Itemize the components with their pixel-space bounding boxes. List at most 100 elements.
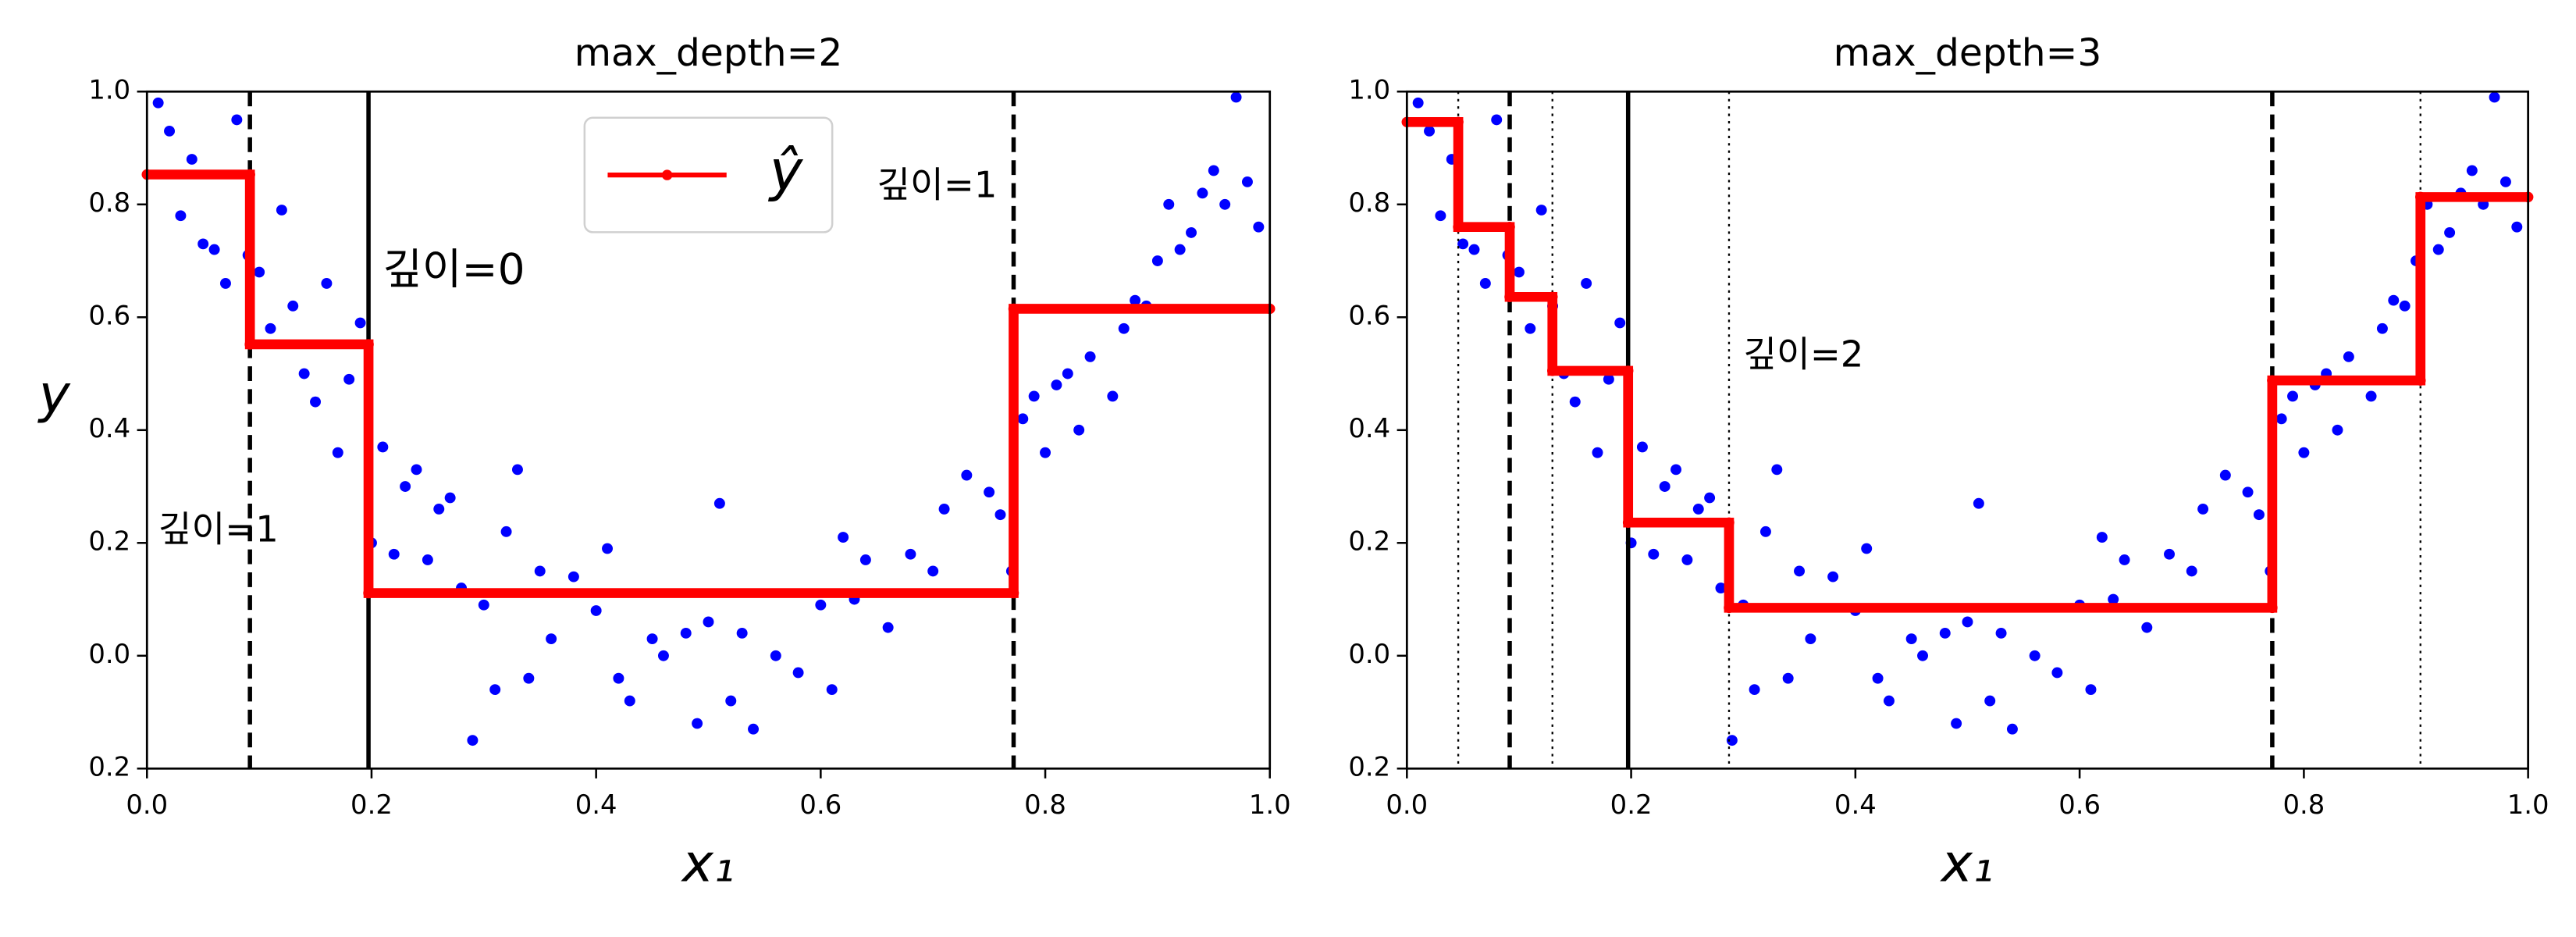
prediction-point [1008, 303, 1019, 315]
legend-label: ŷ [768, 139, 804, 204]
data-point [882, 622, 894, 633]
data-point [433, 504, 445, 515]
data-point [2119, 554, 2130, 565]
data-point [2388, 294, 2400, 306]
annotation: 깊이=0 [382, 244, 525, 294]
data-point [1861, 543, 1873, 554]
y-tick-label: 0.2 [1348, 526, 1390, 557]
data-point [1648, 548, 1660, 560]
legend-swatch-marker [661, 169, 673, 180]
data-point [1163, 198, 1175, 210]
data-point [2365, 390, 2377, 402]
data-point [2444, 226, 2456, 238]
data-point [377, 441, 389, 453]
prediction-point [1724, 517, 1735, 528]
prediction-point [1724, 602, 1735, 614]
data-point [186, 154, 197, 165]
prediction-line [1407, 117, 2528, 613]
data-point [994, 509, 1006, 521]
x-tick-label: 0.0 [1386, 789, 1428, 820]
data-point [770, 650, 781, 661]
prediction-point [244, 169, 255, 180]
data-point [164, 125, 176, 137]
data-point [2029, 650, 2041, 661]
data-point [1525, 322, 1536, 334]
data-point [2006, 723, 2018, 735]
data-point [1017, 413, 1029, 425]
data-point [511, 464, 523, 476]
data-point [1084, 351, 1096, 362]
data-point [1118, 322, 1130, 334]
data-point [2051, 667, 2063, 679]
data-point [984, 486, 995, 498]
data-point [1457, 238, 1469, 250]
data-point [1535, 205, 1547, 216]
prediction-point [1546, 291, 1558, 302]
chart-title: max_depth=2 [575, 31, 843, 75]
data-point [2287, 390, 2299, 402]
y-axis-label: y [37, 363, 71, 425]
y-tick-label: 0.0 [88, 639, 130, 669]
data-point [838, 532, 849, 543]
data-point [2343, 351, 2354, 362]
y-tick-label: 0.4 [88, 413, 130, 444]
data-point [1208, 165, 1219, 176]
prediction-point [2414, 375, 2426, 386]
y-tick-label: 0.0 [1348, 639, 1390, 669]
data-point [1984, 695, 1996, 707]
data-point [680, 627, 692, 639]
data-point [938, 504, 950, 515]
data-point [590, 605, 602, 616]
data-point [197, 238, 209, 250]
data-point [602, 543, 614, 554]
data-point [859, 554, 871, 565]
data-point [1491, 114, 1503, 126]
data-point [2141, 622, 2153, 633]
data-point [815, 599, 827, 611]
annotation: 깊이=1 [877, 164, 997, 206]
data-point [1424, 125, 1436, 137]
y-tick-label: 0.4 [1348, 413, 1390, 444]
data-point [175, 210, 187, 222]
data-point [478, 599, 489, 611]
data-point [1174, 244, 1186, 255]
prediction-point [1504, 221, 1515, 233]
data-point [1435, 210, 1446, 222]
chart: max_depth=2 x₁ y 0.0 0.2 0.4 0.6 0.8 1.0 0.2 0.0 0.… [37, 31, 1291, 893]
prediction-point [1622, 365, 1634, 376]
data-point [298, 368, 310, 379]
data-point [1412, 97, 1424, 109]
y-tick-label: 0.2 [88, 526, 130, 557]
data-point [2399, 300, 2411, 312]
annotation: 깊이=1 [158, 508, 279, 550]
data-point [2500, 176, 2511, 187]
data-point [422, 554, 433, 565]
data-point [2085, 684, 2097, 696]
y-tick-label: 1.0 [88, 75, 130, 105]
data-point [736, 627, 748, 639]
data-point [2108, 593, 2119, 605]
data-point [792, 667, 804, 679]
prediction-point [363, 587, 374, 599]
data-point [905, 548, 916, 560]
data-point [1028, 390, 1040, 402]
data-point [613, 672, 624, 684]
y-tick-label: 0.6 [1348, 301, 1390, 331]
data-point [2242, 486, 2254, 498]
data-point [2096, 532, 2108, 543]
data-point [1715, 583, 1727, 594]
data-point [1581, 278, 1592, 289]
data-point [1636, 441, 1648, 453]
data-point [1704, 492, 1716, 504]
prediction-point [1622, 517, 1634, 528]
y-tick-label: 1.0 [1348, 75, 1390, 105]
data-point [2164, 548, 2176, 560]
plot-frame [145, 90, 1272, 770]
data-point [703, 616, 714, 628]
data-point [219, 278, 231, 289]
data-point [1073, 424, 1085, 436]
x-tick-label: 0.8 [1024, 789, 1066, 820]
prediction-point [244, 339, 255, 350]
data-point [1805, 633, 1816, 645]
plot-frame [1405, 90, 2530, 770]
